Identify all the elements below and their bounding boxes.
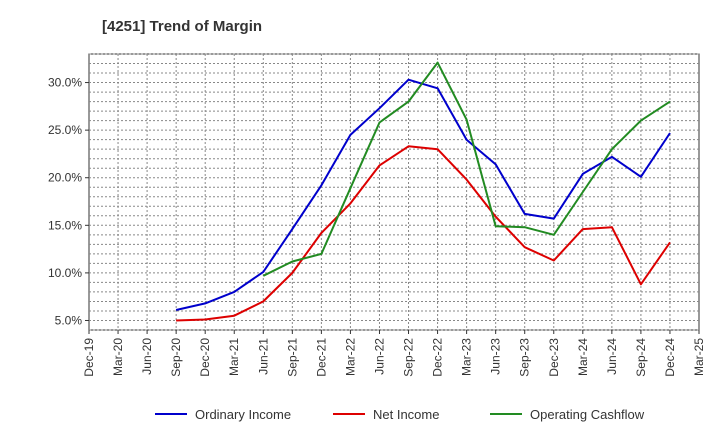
x-axis-ticks: Dec-19 Mar-20 Jun-20 Sep-20 Dec-20 Mar-21 Jun-…	[82, 330, 706, 377]
grid-lines	[89, 53, 699, 331]
y-tick-label: 20.0%	[48, 171, 82, 185]
x-tick-label: Mar-21	[227, 338, 241, 376]
series-lines	[175, 61, 671, 322]
y-axis-ticks: 5.0% 10.0% 15.0% 20.0% 25.0% 30.0%	[48, 76, 89, 327]
x-tick-label: Jun-21	[256, 338, 270, 375]
x-tick-label: Dec-22	[431, 338, 445, 377]
legend-label: Net Income	[373, 407, 439, 422]
x-tick-label: Dec-24	[663, 338, 677, 377]
series-line-net-income	[176, 145, 671, 322]
x-tick-label: Sep-22	[402, 338, 416, 377]
x-tick-label: Sep-21	[285, 338, 299, 377]
chart-title: [4251] Trend of Margin	[102, 18, 262, 35]
x-tick-label: Mar-25	[692, 338, 706, 376]
y-tick-label: 5.0%	[55, 313, 83, 327]
x-tick-label: Dec-21	[314, 338, 328, 377]
y-tick-label: 10.0%	[48, 266, 82, 280]
legend-label: Operating Cashflow	[530, 407, 645, 422]
x-tick-label: Jun-20	[140, 338, 154, 375]
x-tick-label: Dec-19	[82, 338, 96, 377]
x-tick-label: Sep-23	[518, 338, 532, 377]
y-tick-label: 15.0%	[48, 218, 82, 232]
plot-area	[88, 53, 700, 331]
legend-label: Ordinary Income	[195, 407, 291, 422]
x-tick-label: Mar-20	[111, 338, 125, 376]
x-tick-label: Jun-24	[605, 338, 619, 375]
x-tick-label: Jun-22	[372, 338, 386, 375]
series-line-ordinary-income	[175, 78, 671, 311]
x-tick-label: Dec-23	[547, 338, 561, 377]
series-line-operating-cashflow	[262, 61, 671, 277]
legend: Ordinary Income Net Income Operating Cashf…	[155, 407, 645, 422]
y-tick-label: 25.0%	[48, 123, 82, 137]
x-tick-label: Dec-20	[198, 338, 212, 377]
y-tick-label: 30.0%	[48, 76, 82, 90]
x-tick-label: Mar-22	[343, 338, 357, 376]
x-tick-label: Sep-20	[169, 338, 183, 377]
x-tick-label: Mar-23	[460, 338, 474, 376]
x-tick-label: Jun-23	[489, 338, 503, 375]
x-tick-label: Sep-24	[634, 338, 648, 377]
x-tick-label: Mar-24	[576, 338, 590, 376]
